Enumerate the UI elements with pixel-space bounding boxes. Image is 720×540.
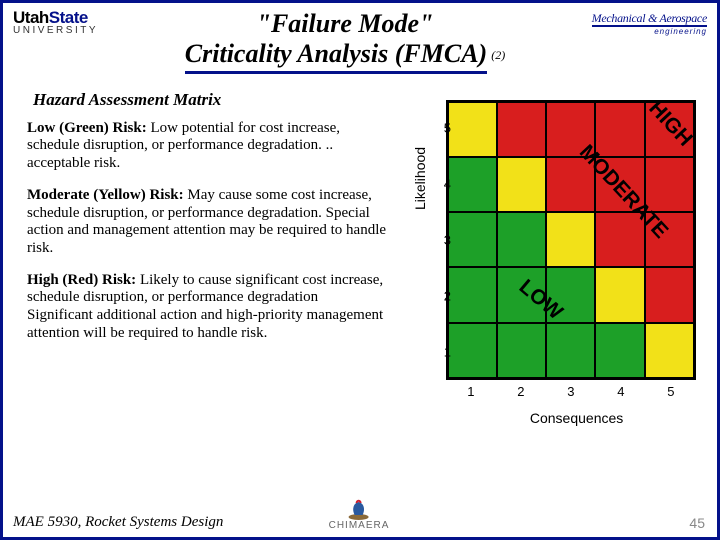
footer-logo-text: CHIMAERA [329, 521, 390, 531]
chart-container: Likelihood LOWMODERATEHIGH 1 2 3 4 5 1 2 3 4 5 C… [410, 100, 709, 440]
matrix-cell-high [497, 102, 546, 157]
risk-low-label: Low (Green) Risk: [27, 120, 147, 136]
y-tick: 4 [444, 176, 451, 191]
matrix-cell-high [645, 157, 694, 212]
logo-mae-bottom: engineering [557, 27, 707, 36]
logo-university: UNIVERSITY [13, 26, 133, 36]
matrix-cell-low [546, 323, 595, 378]
logo-mae: Mechanical & Aerospace engineering [557, 9, 707, 36]
left-column: Hazard Assessment Matrix Low (Green) Ris… [27, 82, 406, 440]
matrix-cell-low [448, 212, 497, 267]
x-tick: 1 [467, 384, 474, 399]
y-axis-label: Likelihood [412, 147, 428, 210]
matrix-cell-moderate [645, 323, 694, 378]
footer-logo: CHIMAERA [329, 499, 390, 531]
x-tick: 3 [567, 384, 574, 399]
y-tick: 3 [444, 232, 451, 247]
footer: MAE 5930, Rocket Systems Design CHIMAERA… [13, 514, 705, 531]
matrix-cell-moderate [497, 157, 546, 212]
matrix-cell-low [497, 323, 546, 378]
title-line-2: Criticality Analysis (FMCA) [185, 39, 487, 74]
matrix-cell-moderate [546, 212, 595, 267]
matrix-cell-high [595, 102, 644, 157]
logo-utah-state: UtahState UNIVERSITY [13, 9, 133, 36]
matrix-cell-low [448, 323, 497, 378]
header: UtahState UNIVERSITY "Failure Mode" Crit… [3, 3, 717, 76]
page-number: 45 [689, 515, 705, 531]
y-tick: 5 [444, 120, 451, 135]
risk-high-label: High (Red) Risk: [27, 272, 136, 288]
risk-moderate: Moderate (Yellow) Risk: May cause some c… [27, 187, 387, 258]
page-title: "Failure Mode" Criticality Analysis (FMC… [133, 9, 557, 74]
matrix-cell-low [448, 157, 497, 212]
subtitle: Hazard Assessment Matrix [33, 90, 406, 110]
logo-mae-top: Mechanical & Aerospace [592, 12, 707, 27]
y-tick: 1 [444, 344, 451, 359]
risk-low: Low (Green) Risk: Low potential for cost… [27, 120, 387, 173]
hazard-matrix-chart: LOWMODERATEHIGH [446, 100, 696, 380]
matrix-cell-low [497, 212, 546, 267]
y-tick: 2 [444, 288, 451, 303]
x-tick: 4 [617, 384, 624, 399]
x-axis-label: Consequences [530, 410, 623, 426]
matrix-cell-high [645, 267, 694, 322]
matrix-cell-moderate [595, 267, 644, 322]
title-line-1: "Failure Mode" [137, 9, 553, 39]
content: Hazard Assessment Matrix Low (Green) Ris… [3, 76, 717, 440]
matrix-cell-moderate [448, 102, 497, 157]
title-sub: (2) [491, 48, 505, 62]
footer-course: MAE 5930, Rocket Systems Design [13, 514, 223, 531]
x-tick: 2 [517, 384, 524, 399]
matrix-cell-low [448, 267, 497, 322]
x-tick: 5 [667, 384, 674, 399]
matrix-cell-low [595, 323, 644, 378]
risk-high: High (Red) Risk: Likely to cause signifi… [27, 272, 387, 343]
risk-moderate-label: Moderate (Yellow) Risk: [27, 187, 184, 203]
chimaera-icon [346, 499, 372, 521]
